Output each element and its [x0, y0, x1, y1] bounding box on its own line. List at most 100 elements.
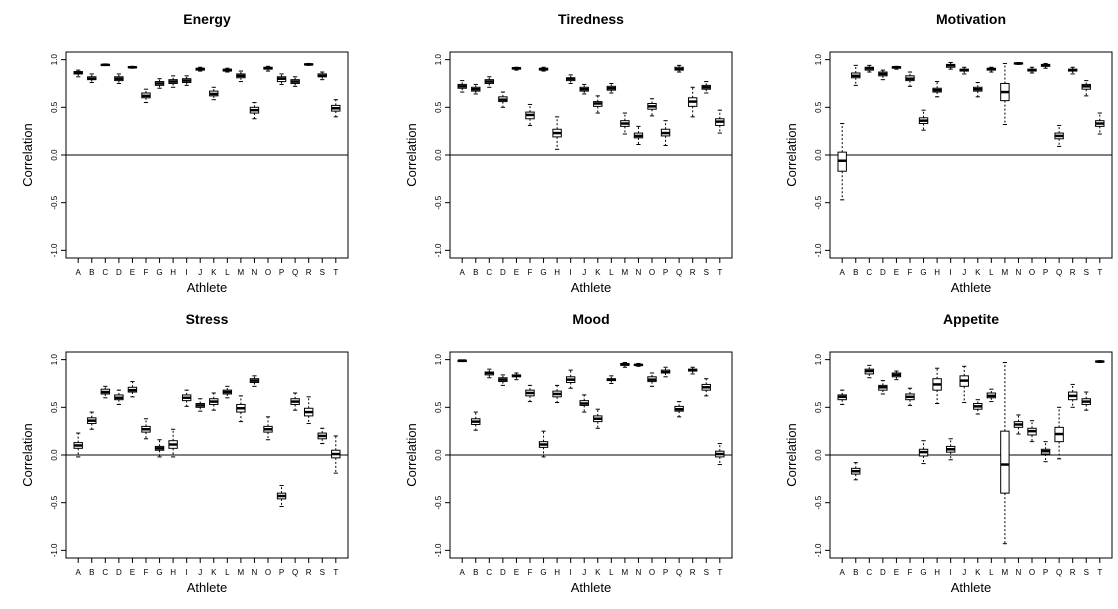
chart-title: Tiredness	[558, 11, 624, 27]
x-tick-label: F	[528, 268, 533, 277]
box-R	[687, 86, 698, 118]
x-tick-label: S	[704, 268, 709, 277]
x-tick-label: C	[102, 268, 108, 277]
x-tick-label: F	[528, 568, 533, 577]
box-E	[511, 372, 522, 381]
box-C	[100, 63, 111, 67]
box-A	[457, 80, 467, 93]
y-tick-label: -1.0	[814, 543, 823, 557]
box-T	[1095, 360, 1105, 363]
x-tick-label: A	[460, 568, 466, 577]
x-tick-label: T	[333, 568, 338, 577]
y-tick-label: 1.0	[814, 54, 823, 66]
box-C	[484, 368, 495, 379]
x-tick-label: P	[663, 568, 668, 577]
box-L	[606, 82, 617, 94]
box-S	[1081, 80, 1091, 97]
x-tick-label: H	[934, 268, 940, 277]
x-tick-label: Q	[676, 268, 682, 277]
x-tick-label: E	[894, 268, 899, 277]
box-Q	[290, 392, 300, 411]
box-G	[538, 66, 549, 72]
x-tick-label: A	[840, 268, 846, 277]
y-axis-label: Correlation	[404, 123, 419, 187]
box-S	[317, 71, 327, 81]
box-C	[100, 385, 111, 399]
x-tick-label: O	[1029, 568, 1035, 577]
x-tick-label: S	[1084, 268, 1089, 277]
x-tick-label: C	[866, 568, 872, 577]
x-tick-label: Q	[676, 568, 682, 577]
y-tick-label: 0.5	[434, 101, 443, 113]
panel-motivation: Motivation -1.0 -0.5 0.0 0.5 1.0 Correlation A B…	[784, 11, 1113, 295]
box-C	[864, 64, 875, 73]
box-L	[222, 67, 233, 73]
box-I	[565, 74, 576, 84]
box-R	[1067, 383, 1078, 408]
x-tick-label: P	[1043, 268, 1048, 277]
x-tick-label: F	[908, 268, 913, 277]
box-E	[127, 381, 138, 398]
chart-title: Mood	[572, 311, 609, 327]
x-tick-label: N	[1016, 568, 1022, 577]
box-K	[593, 95, 603, 114]
x-tick-label: L	[989, 268, 994, 277]
panel-mood: Mood -1.0 -0.5 0.0 0.5 1.0 Correlation A B C D E F G H…	[404, 311, 733, 595]
box-H	[168, 75, 178, 88]
box-C	[864, 364, 875, 379]
box-H	[552, 116, 562, 150]
x-tick-label: P	[279, 568, 284, 577]
x-tick-label: C	[102, 568, 108, 577]
x-tick-label: C	[486, 268, 492, 277]
box-P	[276, 485, 287, 507]
box-N	[633, 362, 644, 367]
box-Q	[674, 64, 684, 73]
x-tick-label: E	[514, 268, 519, 277]
x-tick-label: T	[1097, 568, 1102, 577]
x-tick-label: E	[130, 268, 135, 277]
box-L	[986, 388, 997, 403]
x-tick-label: O	[1029, 268, 1035, 277]
box-O	[263, 416, 273, 441]
box-F	[905, 71, 915, 87]
x-tick-label: H	[170, 568, 176, 577]
x-tick-label: E	[894, 568, 899, 577]
box-F	[525, 103, 535, 126]
box-G	[154, 78, 165, 89]
box-D	[114, 73, 124, 84]
box-H	[552, 384, 562, 404]
x-tick-label: R	[306, 268, 312, 277]
box-P	[1040, 441, 1051, 463]
box-T	[331, 99, 341, 118]
x-tick-label: T	[1097, 268, 1102, 277]
box-M	[236, 70, 246, 83]
x-tick-label: B	[853, 268, 858, 277]
y-tick-label: -1.0	[814, 243, 823, 257]
box-F	[141, 418, 151, 440]
x-tick-label: Q	[1056, 568, 1062, 577]
x-tick-label: N	[252, 268, 258, 277]
x-tick-label: G	[540, 568, 546, 577]
y-tick-label: -1.0	[434, 543, 443, 557]
x-tick-label: D	[500, 268, 506, 277]
x-tick-label: C	[866, 268, 872, 277]
y-tick-label: 0.0	[434, 149, 443, 161]
y-tick-label: -1.0	[50, 543, 59, 557]
chart-title: Appetite	[943, 311, 999, 327]
x-tick-label: B	[89, 568, 94, 577]
box-I	[945, 438, 956, 461]
y-axis-label: Correlation	[404, 423, 419, 487]
x-tick-label: K	[211, 268, 217, 277]
box-Q	[674, 401, 684, 418]
box-G	[154, 439, 165, 458]
x-tick-label: S	[1084, 568, 1089, 577]
box-G	[918, 440, 929, 465]
x-tick-label: G	[156, 268, 162, 277]
x-tick-label: S	[320, 568, 325, 577]
x-tick-label: G	[156, 568, 162, 577]
x-tick-label: B	[473, 268, 478, 277]
box-L	[222, 385, 233, 399]
x-tick-label: N	[1016, 268, 1022, 277]
x-tick-label: L	[225, 268, 230, 277]
x-tick-label: T	[717, 568, 722, 577]
